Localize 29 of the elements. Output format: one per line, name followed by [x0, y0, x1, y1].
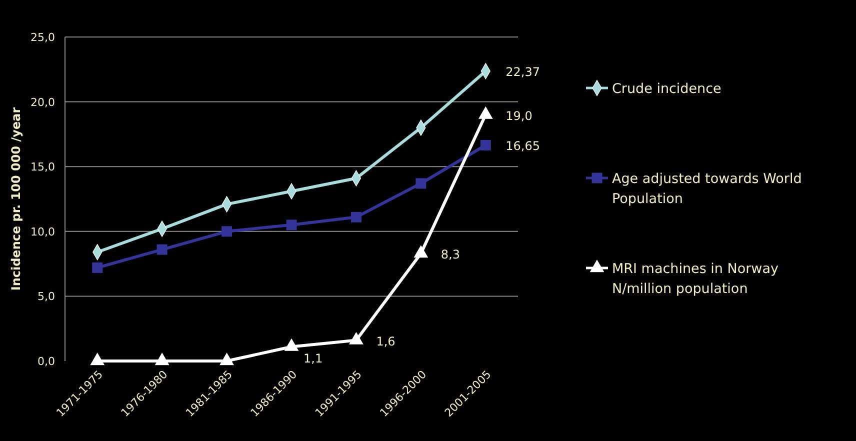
y-tick-label: 20,0	[30, 96, 55, 109]
data-label: 8,3	[440, 247, 460, 262]
point	[480, 140, 491, 150]
legend-label: Crude incidence	[612, 81, 722, 97]
point	[156, 244, 168, 255]
point	[92, 262, 103, 273]
data-label: 1,6	[376, 334, 396, 348]
data-label: 16,65	[506, 139, 540, 154]
y-tick-label: 5,0	[38, 290, 55, 304]
point	[90, 352, 105, 366]
y-tick-label: 10,0	[30, 225, 55, 238]
point	[350, 212, 362, 222]
point	[416, 178, 426, 189]
legend-label: MRI machines in Norway N/million population	[612, 261, 778, 297]
y-tick-label: 15,0	[30, 160, 55, 174]
point	[284, 338, 299, 351]
legend-label: Age adjusted towards World Population	[612, 171, 802, 207]
data-label: 1,1	[304, 352, 323, 366]
point	[414, 245, 428, 258]
data-label: 19,0	[506, 108, 532, 123]
point	[286, 220, 297, 230]
y-axis-title: Incidence pr. 100 000 /year	[9, 107, 23, 291]
y-tick-label: 25,0	[30, 31, 55, 44]
data-label: 22,37	[506, 65, 540, 80]
y-tick-label: 0,0	[38, 355, 55, 368]
point	[349, 332, 364, 344]
point	[222, 226, 232, 237]
point	[154, 352, 170, 366]
point	[220, 352, 234, 366]
